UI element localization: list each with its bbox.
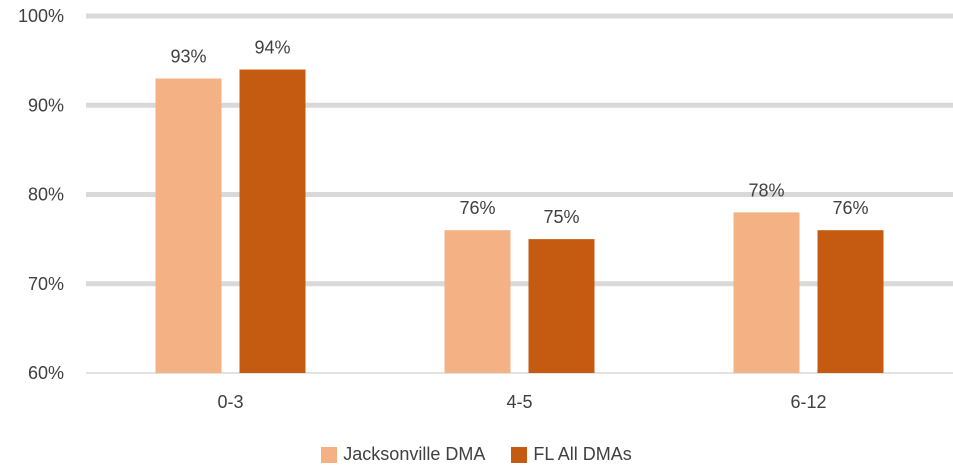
legend-item-fl-all: FL All DMAs	[511, 444, 632, 465]
data-label: 75%	[543, 207, 579, 227]
bar	[239, 69, 306, 374]
bar	[817, 230, 884, 373]
bar-chart: 60% 70% 80% 90% 100% 93% 94% 0-3 76% 75% 4-5 78% 76%…	[18, 6, 953, 412]
y-tick-label: 90%	[28, 95, 64, 115]
bar	[528, 239, 595, 373]
bar	[155, 78, 222, 373]
y-tick-label: 80%	[28, 185, 64, 205]
y-tick-label: 70%	[28, 274, 64, 294]
x-tick-label: 6-12	[790, 392, 826, 412]
data-label: 94%	[254, 38, 290, 58]
x-tick-label: 0-3	[217, 392, 243, 412]
y-tick-label: 60%	[28, 363, 64, 383]
bar	[733, 212, 800, 373]
data-label: 78%	[748, 180, 784, 200]
legend: Jacksonville DMA FL All DMAs	[0, 444, 953, 465]
legend-label-jacksonville: Jacksonville DMA	[343, 444, 486, 464]
x-tick-label: 4-5	[506, 392, 532, 412]
data-label: 93%	[170, 46, 206, 66]
legend-item-jacksonville: Jacksonville DMA	[321, 444, 485, 465]
legend-label-fl-all: FL All DMAs	[533, 444, 632, 464]
y-tick-label: 100%	[18, 6, 64, 26]
data-label: 76%	[459, 198, 495, 218]
legend-swatch-fl-all	[511, 446, 528, 463]
data-label: 76%	[832, 198, 868, 218]
legend-swatch-jacksonville	[321, 446, 338, 463]
bar	[444, 230, 511, 373]
